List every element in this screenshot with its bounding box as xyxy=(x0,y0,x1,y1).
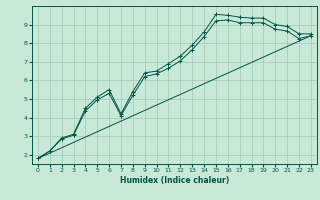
X-axis label: Humidex (Indice chaleur): Humidex (Indice chaleur) xyxy=(120,176,229,185)
